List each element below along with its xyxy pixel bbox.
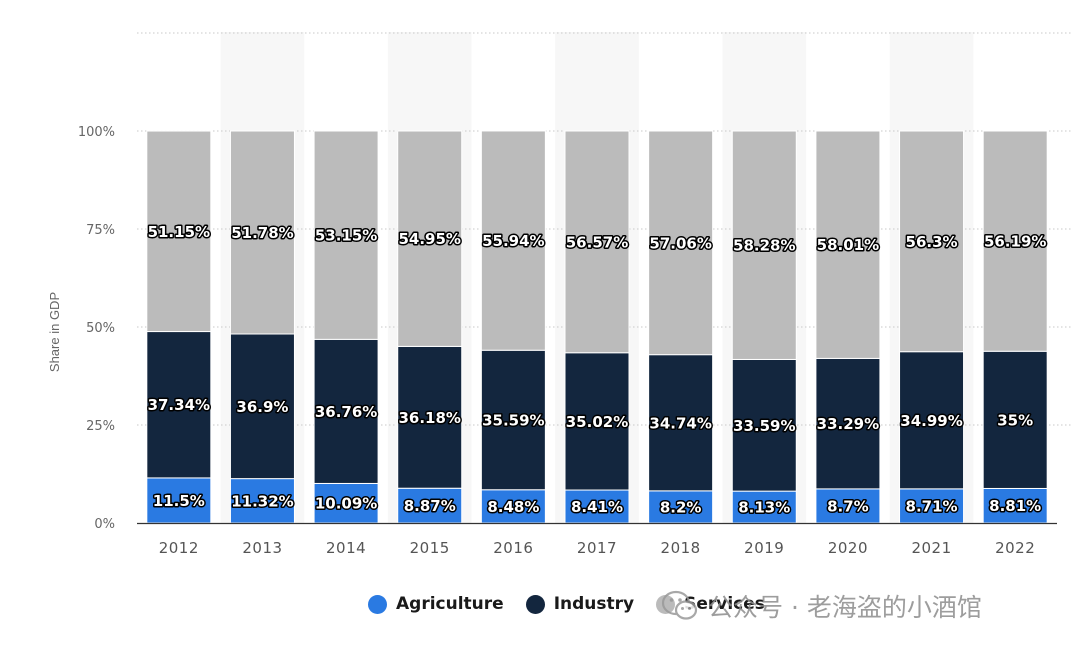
legend: Agriculture Industry Services — [368, 594, 765, 614]
data-label: 34.74% — [649, 414, 711, 432]
bar-segment-agriculture[interactable] — [480, 489, 546, 524]
data-label: 37.34% — [148, 396, 210, 414]
bar-segment-services[interactable] — [229, 130, 295, 335]
y-tick-label: 50% — [86, 321, 115, 336]
bar-segment-services[interactable] — [397, 130, 463, 347]
x-tick-label: 2022 — [995, 539, 1035, 557]
bars — [146, 130, 1048, 524]
data-label: 35.02% — [566, 413, 628, 431]
data-label: 8.7% — [827, 497, 869, 515]
bar-segment-services[interactable] — [648, 130, 714, 356]
data-label: 56.19% — [984, 233, 1046, 251]
y-tick-label: 100% — [78, 125, 115, 140]
legend-dot-industry — [525, 594, 545, 614]
bar-segment-agriculture[interactable] — [648, 490, 714, 524]
bar-segment-industry[interactable] — [564, 352, 630, 491]
data-label: 8.71% — [906, 497, 958, 515]
y-tick-label: 25% — [86, 419, 115, 434]
legend-label: Agriculture — [396, 594, 504, 614]
legend-label: Industry — [553, 594, 635, 614]
data-label: 35% — [997, 411, 1033, 429]
bar-segment-industry[interactable] — [815, 357, 881, 490]
x-tick-label: 2019 — [744, 539, 784, 557]
data-label: 8.87% — [404, 497, 456, 515]
bar-segment-industry[interactable] — [397, 345, 463, 489]
data-label: 11.32% — [231, 492, 293, 510]
y-axis: 0% 25% 50% 75% 100% — [78, 125, 115, 532]
watermark: 公众号 · 老海盗的小酒馆 — [660, 586, 982, 626]
bar-segment-industry[interactable] — [146, 331, 212, 479]
bar-segment-industry[interactable] — [899, 351, 965, 490]
bar-segment-agriculture[interactable] — [146, 477, 212, 524]
bar-segment-agriculture[interactable] — [229, 478, 295, 524]
bar-segment-agriculture[interactable] — [982, 487, 1048, 524]
y-axis-title: Share in GDP — [47, 292, 62, 372]
data-label: 36.9% — [236, 398, 288, 416]
legend-dot-agriculture — [368, 594, 387, 614]
legend-label: Services — [684, 594, 765, 614]
bar-segment-services[interactable] — [564, 130, 630, 354]
y-tick-label: 0% — [94, 517, 115, 532]
data-label: 57.06% — [649, 234, 711, 252]
data-label: 51.15% — [148, 223, 210, 241]
bar-segment-services[interactable] — [731, 130, 797, 360]
bar-segment-industry[interactable] — [982, 350, 1048, 489]
data-label: 8.13% — [738, 499, 790, 517]
data-label: 10.09% — [315, 495, 377, 513]
data-label: 33.59% — [733, 417, 795, 435]
x-tick-label: 2018 — [661, 539, 701, 557]
bar-segment-industry[interactable] — [480, 349, 546, 491]
data-label: 34.99% — [900, 412, 962, 430]
x-tick-label: 2021 — [911, 539, 951, 557]
x-tick-label: 2016 — [493, 539, 533, 557]
bar-segment-industry[interactable] — [229, 333, 295, 480]
stacked-bar-chart: 0% 25% 50% 75% 100% Share in GDP 11.5% 37.34%… — [47, 32, 1072, 557]
data-label: 8.41% — [571, 498, 623, 516]
data-labels: 11.5% 37.34% 51.15% 11.32% 36.9% 51.78% 10.09%… — [146, 221, 1048, 518]
data-label: 58.28% — [733, 237, 795, 255]
bar-segment-services[interactable] — [313, 130, 379, 340]
data-label: 36.18% — [398, 409, 460, 427]
bar-segment-agriculture[interactable] — [899, 488, 965, 524]
legend-item-industry[interactable]: Industry — [525, 594, 635, 614]
bar-segment-agriculture[interactable] — [397, 487, 463, 524]
data-label: 33.29% — [817, 415, 879, 433]
legend-item-services[interactable]: Services — [656, 594, 765, 614]
wechat-icon — [661, 590, 698, 620]
data-label: 56.3% — [906, 233, 958, 251]
data-label: 54.95% — [398, 230, 460, 248]
legend-item-agriculture[interactable]: Agriculture — [368, 594, 504, 614]
data-label: 53.15% — [315, 227, 377, 245]
data-label: 51.78% — [231, 224, 293, 242]
x-tick-label: 2014 — [326, 539, 366, 557]
data-label: 8.81% — [989, 497, 1041, 515]
data-label: 55.94% — [482, 232, 544, 250]
x-tick-label: 2020 — [828, 539, 868, 557]
x-tick-label: 2013 — [242, 539, 282, 557]
data-label: 56.57% — [566, 233, 628, 251]
bar-segment-services[interactable] — [146, 130, 212, 333]
data-label: 36.76% — [315, 403, 377, 421]
bar-segment-industry[interactable] — [648, 354, 714, 492]
x-tick-label: 2017 — [577, 539, 617, 557]
data-label: 8.48% — [487, 498, 539, 516]
bar-segment-industry[interactable] — [313, 338, 379, 484]
bar-segment-agriculture[interactable] — [731, 490, 797, 524]
data-label: 8.2% — [660, 498, 702, 516]
x-tick-label: 2015 — [410, 539, 450, 557]
bar-segment-services[interactable] — [982, 130, 1048, 352]
x-tick-label: 2012 — [159, 539, 199, 557]
bar-segment-services[interactable] — [480, 130, 546, 351]
bar-segment-services[interactable] — [899, 130, 965, 353]
data-label: 58.01% — [817, 236, 879, 254]
bar-segment-industry[interactable] — [731, 358, 797, 492]
data-label: 11.5% — [153, 492, 205, 510]
bar-segment-services[interactable] — [815, 130, 881, 359]
watermark-text: 公众号 · 老海盗的小酒馆 — [708, 593, 982, 622]
data-label: 35.59% — [482, 412, 544, 430]
x-axis: 2012 2013 2014 2015 2016 2017 2018 2019 2020 2021… — [137, 522, 1057, 557]
y-tick-label: 75% — [86, 223, 115, 238]
